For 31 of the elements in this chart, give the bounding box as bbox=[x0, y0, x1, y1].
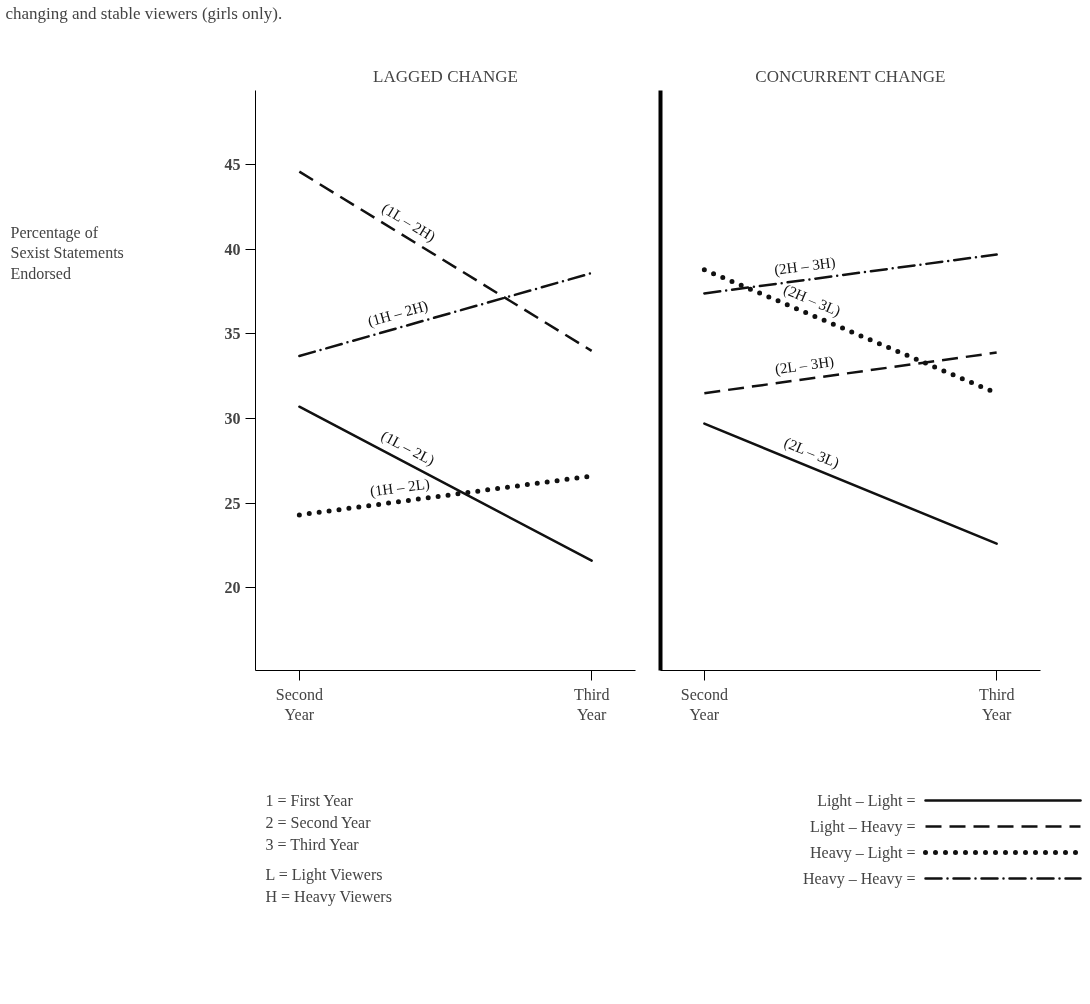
y-axis-title: Percentage of Sexist Statements Endorsed bbox=[10, 224, 124, 282]
text: Heavy – Light = bbox=[810, 844, 916, 862]
text: 3 = Third Year bbox=[265, 836, 360, 853]
text: 1 = First Year bbox=[265, 792, 354, 809]
text: H = Heavy Viewers bbox=[265, 888, 392, 906]
text: (1H – 2L) bbox=[369, 475, 431, 501]
x-tick-label: Second Year bbox=[275, 685, 323, 723]
text: (2H – 3H) bbox=[773, 253, 837, 279]
text: Heavy – Heavy = bbox=[802, 870, 916, 888]
x-tick-label: Third Year bbox=[978, 685, 1015, 723]
text: (1L – 2H) bbox=[378, 199, 439, 246]
text: changing and stable viewers (girls only). bbox=[5, 3, 283, 23]
text: (1H – 2H) bbox=[365, 297, 430, 331]
text: Light – Heavy = bbox=[810, 818, 916, 836]
x-tick-label: Third Year bbox=[573, 685, 610, 723]
text: (2H – 3L) bbox=[780, 281, 843, 321]
y-tick-label: 45 bbox=[224, 156, 241, 174]
x-tick-label: Second Year bbox=[680, 685, 728, 723]
text: Light – Light = bbox=[817, 792, 916, 810]
text: (2L – 3H) bbox=[773, 353, 836, 379]
chart-title: LAGGED CHANGE bbox=[373, 66, 518, 86]
y-tick-label: 25 bbox=[224, 494, 241, 512]
text: L = Light Viewers bbox=[265, 866, 383, 884]
chart-title: CONCURRENT CHANGE bbox=[755, 66, 946, 86]
text: 2 = Second Year bbox=[265, 814, 372, 831]
y-tick-label: 20 bbox=[224, 579, 241, 597]
y-tick-label: 35 bbox=[224, 325, 241, 343]
text: (1L – 2L) bbox=[378, 427, 438, 470]
y-tick-label: 30 bbox=[224, 410, 241, 428]
text: (2L – 3L) bbox=[781, 434, 842, 472]
y-tick-label: 40 bbox=[224, 240, 241, 258]
